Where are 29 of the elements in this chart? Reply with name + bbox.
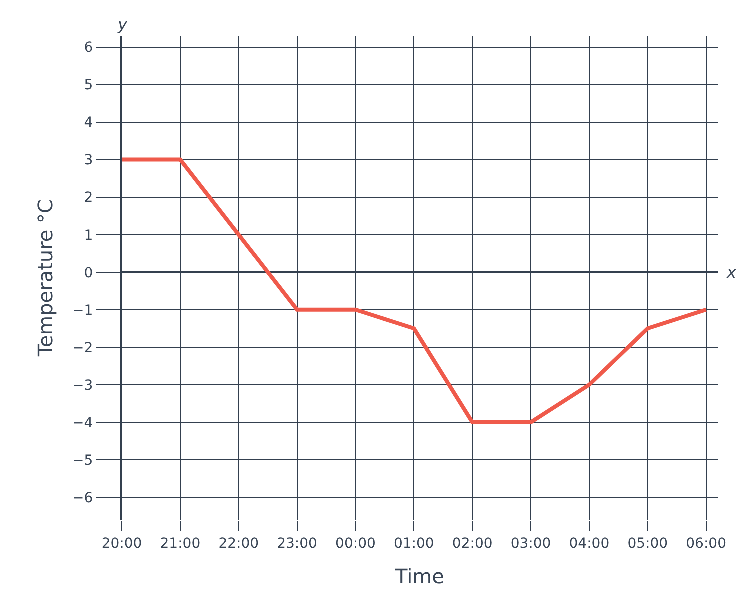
y-axis-title: Temperature °C: [34, 199, 58, 358]
x-tick-label: 00:00: [336, 536, 376, 552]
y-tick-label: −6: [72, 490, 94, 506]
y-tick-label: −5: [72, 452, 94, 469]
text: y: [117, 15, 128, 34]
x-tick-label: 02:00: [452, 536, 493, 552]
x-tick-label: 22:00: [218, 536, 260, 552]
y-tick-label: −2: [72, 340, 94, 356]
y-tick-label: 5: [84, 78, 94, 94]
x-tick-label: 21:00: [160, 536, 201, 552]
x-tick-label: 23:00: [277, 536, 318, 552]
x-tick-label: 04:00: [569, 536, 610, 552]
y-tick-label: 2: [84, 190, 94, 206]
y-tick-label: 0: [84, 265, 94, 282]
y-tick-label: 4: [84, 115, 94, 132]
x-tick-label: 20:00: [102, 536, 142, 552]
y-tick-label: 1: [84, 228, 94, 244]
x-tick-label: 05:00: [628, 536, 668, 552]
x-tick-label: 01:00: [394, 536, 434, 552]
x-axis-title: Time: [394, 564, 444, 588]
text: x: [726, 263, 737, 282]
line-series: [122, 158, 708, 424]
y-tick-label: −1: [72, 302, 94, 319]
y-tick-label: 6: [84, 40, 94, 56]
x-tick-label: 06:00: [686, 536, 726, 552]
y-tick-label: −4: [72, 415, 94, 432]
y-tick-label: 3: [84, 152, 94, 169]
x-tick-label: 03:00: [510, 536, 552, 552]
y-tick-label: −3: [72, 378, 94, 394]
